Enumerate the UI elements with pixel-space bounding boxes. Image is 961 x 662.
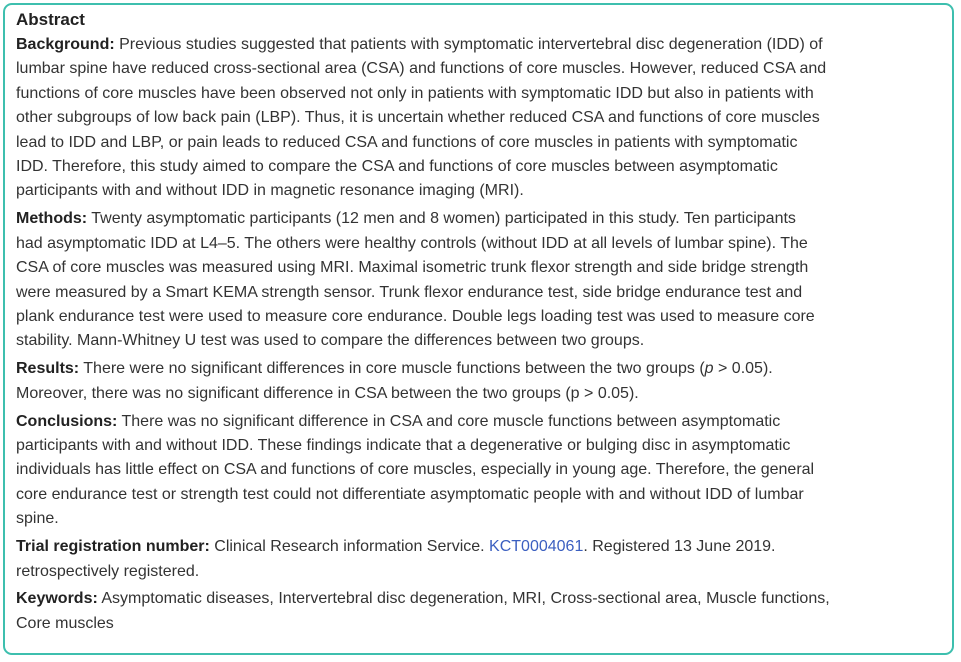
abstract-box: [3, 3, 954, 655]
text-line: There were no significant differences in…: [83, 360, 705, 378]
p-value-symbol: p: [704, 360, 714, 378]
text-line: plank endurance test were used to measur…: [16, 307, 815, 325]
text-line: participants with and without IDD. These…: [16, 437, 791, 454]
text-line: participants with and without IDD in mag…: [16, 182, 524, 200]
text-line: core endurance test or strength test cou…: [16, 485, 804, 503]
section-background: Background: Previous studies suggested t…: [16, 33, 830, 204]
text-line: CSA of core muscles was measured using M…: [16, 259, 809, 277]
text-line: Core muscles: [16, 614, 114, 632]
abstract-content: Background: Previous studies suggested t…: [16, 33, 830, 640]
section-trial-registration: Trial registration number: Clinical Rese…: [16, 535, 830, 584]
text-line: Twenty asymptomatic participants (12 men…: [91, 210, 796, 228]
text-line: Clinical Research information Service.: [214, 538, 490, 556]
section-label: Methods:: [16, 210, 88, 228]
section-results: Results: There were no significant diffe…: [16, 357, 830, 406]
section-label: Results:: [16, 360, 80, 378]
text-line: There was no significant difference in C…: [121, 412, 781, 430]
abstract-title: Abstract: [16, 10, 85, 29]
text-line: lead to IDD and LBP, or pain leads to re…: [16, 133, 798, 151]
text-line: retrospectively registered.: [16, 562, 200, 580]
text-line: stability. Mann-Whitney U test was used …: [16, 332, 645, 350]
text-line: lumbar spine have reduced cross-sectiona…: [16, 60, 827, 78]
text-line: . Registered 13 June 2019.: [583, 538, 776, 556]
text-line: spine.: [16, 510, 59, 528]
text-line: functions of core muscles have been obse…: [16, 84, 814, 102]
text-line: Moreover, there was no significant diffe…: [16, 384, 639, 402]
section-conclusions: Conclusions: There was no significant di…: [16, 410, 830, 532]
text-line: > 0.05).: [713, 360, 773, 378]
section-label: Background:: [16, 36, 115, 53]
section-label: Keywords:: [16, 590, 98, 608]
section-label: Trial registration number:: [16, 538, 210, 556]
text-line: other subgroups of low back pain (LBP). …: [16, 109, 820, 127]
text-line: were measured by a Smart KEMA strength s…: [16, 283, 803, 301]
section-methods: Methods: Twenty asymptomatic participant…: [16, 207, 830, 353]
text-line: Asymptomatic diseases, Intervertebral di…: [101, 590, 830, 608]
trial-registration-link[interactable]: KCT0004061: [489, 538, 584, 556]
text-line: Previous studies suggested that patients…: [119, 36, 823, 53]
text-line: IDD. Therefore, this study aimed to comp…: [16, 158, 778, 176]
section-label: Conclusions:: [16, 412, 118, 430]
text-line: individuals has little effect on CSA and…: [16, 461, 815, 479]
section-keywords: Keywords: Asymptomatic diseases, Interve…: [16, 587, 830, 636]
text-line: had asymptomatic IDD at L4–5. The others…: [16, 234, 808, 252]
